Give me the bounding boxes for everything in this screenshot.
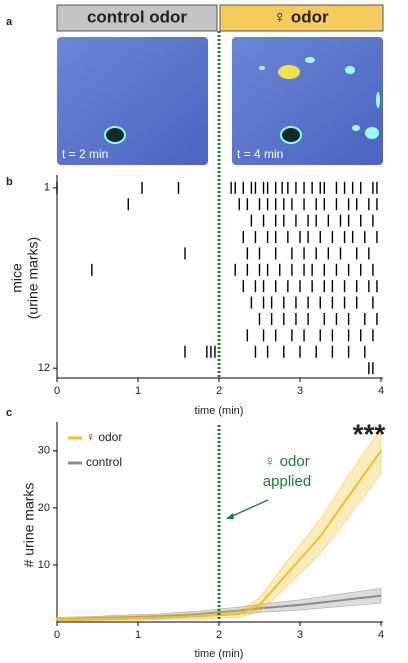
x-tick-label: 0 (54, 385, 60, 397)
x-tick-label: 4 (378, 629, 384, 641)
header-left (56, 4, 218, 32)
x-tick-label: 0 (54, 629, 60, 641)
arrow-head (226, 513, 234, 519)
x-tick-label: 2 (216, 629, 222, 641)
y-tick-label: 12 (38, 362, 50, 374)
header-text: control odor (87, 7, 187, 26)
y-axis-label: mice (9, 263, 25, 293)
significance: *** (353, 418, 386, 449)
image-right (232, 37, 383, 165)
x-tick-label: 4 (378, 385, 384, 397)
legend-label: ♀ odor (86, 430, 122, 444)
error-band (56, 427, 382, 622)
x-tick-label: 1 (135, 385, 141, 397)
y-axis-label: (urine marks) (25, 237, 41, 319)
arrow (227, 499, 269, 519)
line (57, 450, 382, 621)
x-tick-label: 1 (135, 629, 141, 641)
y-tick-label: 30 (38, 445, 50, 457)
legend-label: control (86, 455, 122, 469)
y-tick-label: 1 (44, 182, 50, 194)
panel-label: a (6, 16, 13, 28)
header-text: ♀ odor (273, 7, 329, 26)
panel-label: c (6, 407, 12, 419)
y-tick-label: 20 (38, 502, 50, 514)
time-label: t = 2 min (62, 147, 108, 161)
image-left (57, 37, 208, 165)
panel-label: b (6, 176, 13, 188)
x-axis-label: time (min) (195, 648, 244, 660)
y-axis-label: # urine marks (21, 483, 37, 568)
x-tick-label: 2 (216, 385, 222, 397)
x-axis-label: time (min) (195, 405, 244, 417)
y-tick-label: 10 (38, 559, 50, 571)
x-tick-label: 3 (297, 385, 303, 397)
time-label: t = 4 min (237, 147, 283, 161)
header-right (219, 4, 384, 32)
x-tick-label: 3 (297, 629, 303, 641)
annotation: ♀ odor (264, 453, 309, 470)
annotation: applied (263, 473, 311, 490)
